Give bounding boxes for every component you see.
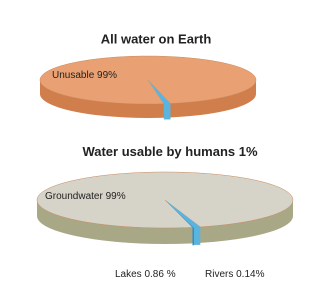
- infographic: All water on Earth Water usable by human…: [0, 0, 330, 287]
- subtitle: Water usable by humans 1%: [82, 144, 258, 159]
- subtitle-name: Water usable by humans: [82, 144, 235, 159]
- slice-name: Groundwater: [45, 191, 103, 202]
- slice-label: Unusable 99%: [52, 70, 117, 81]
- slice-edge: [164, 103, 171, 119]
- slice-name: Lakes: [115, 269, 142, 280]
- slice-value: 99%: [106, 191, 126, 202]
- slice-label: Groundwater 99%: [45, 191, 126, 202]
- slice-name: Unusable: [52, 70, 95, 81]
- slice-label: Lakes 0.86 %: [115, 269, 176, 280]
- slice-value: 99%: [97, 70, 117, 81]
- slice-label: Rivers 0.14%: [205, 269, 265, 280]
- slice-value: 0.14%: [236, 269, 264, 280]
- subtitle-value: 1%: [239, 144, 258, 159]
- chart-title: All water on Earth: [101, 31, 212, 46]
- slice-edge: [194, 227, 201, 245]
- slice-edge: [192, 227, 194, 245]
- slice-value: 0.86 %: [144, 269, 175, 280]
- slice-name: Rivers: [205, 269, 233, 280]
